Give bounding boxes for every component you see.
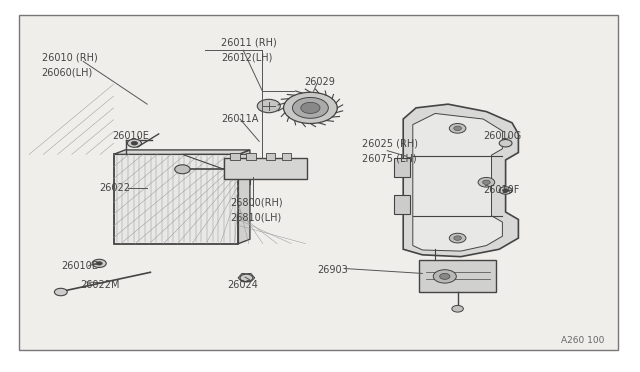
Circle shape (483, 180, 490, 185)
Bar (230, 153, 240, 160)
Bar (394, 158, 410, 177)
Text: 26810(LH): 26810(LH) (230, 213, 282, 222)
Polygon shape (238, 273, 255, 282)
Circle shape (240, 274, 253, 282)
Text: 26011A: 26011A (221, 114, 258, 124)
Bar (282, 153, 291, 160)
Circle shape (454, 236, 461, 240)
Circle shape (284, 92, 337, 124)
Circle shape (440, 273, 450, 279)
Text: A260 100: A260 100 (561, 336, 605, 345)
Text: 26029: 26029 (304, 77, 335, 87)
Text: 26800(RH): 26800(RH) (230, 198, 283, 208)
Bar (419, 260, 496, 292)
Circle shape (127, 139, 141, 147)
Polygon shape (403, 104, 518, 257)
Polygon shape (413, 113, 502, 251)
Bar (266, 153, 275, 160)
Text: 26010E: 26010E (61, 261, 98, 271)
Circle shape (433, 270, 456, 283)
Polygon shape (239, 150, 250, 244)
Text: 26024: 26024 (227, 280, 258, 289)
Bar (394, 195, 410, 214)
Circle shape (292, 97, 328, 118)
Text: 26010 (RH): 26010 (RH) (42, 53, 97, 62)
Circle shape (454, 126, 461, 131)
Text: 26011 (RH): 26011 (RH) (221, 38, 276, 48)
Bar (114, 154, 239, 244)
Bar (246, 153, 256, 160)
Circle shape (478, 177, 495, 187)
Circle shape (452, 305, 463, 312)
Text: 26010F: 26010F (483, 185, 520, 195)
Bar (224, 158, 307, 179)
Circle shape (175, 165, 190, 174)
Circle shape (502, 189, 509, 192)
Circle shape (54, 288, 67, 296)
Text: 26012(LH): 26012(LH) (221, 53, 272, 62)
Circle shape (257, 99, 280, 113)
Text: 26010G: 26010G (483, 131, 522, 141)
Circle shape (301, 102, 320, 113)
Circle shape (499, 140, 512, 147)
Circle shape (449, 233, 466, 243)
Polygon shape (114, 150, 250, 154)
Circle shape (499, 187, 512, 194)
Text: 26022M: 26022M (80, 280, 120, 289)
Text: 26022: 26022 (99, 183, 130, 193)
Text: 26075 (LH): 26075 (LH) (362, 153, 416, 163)
Text: 26010E: 26010E (112, 131, 149, 141)
Text: 26025 (RH): 26025 (RH) (362, 138, 417, 148)
Text: 26903: 26903 (317, 265, 348, 275)
Circle shape (449, 124, 466, 133)
Circle shape (131, 141, 138, 145)
Circle shape (96, 262, 102, 265)
Circle shape (92, 259, 106, 267)
Text: 26060(LH): 26060(LH) (42, 68, 93, 77)
